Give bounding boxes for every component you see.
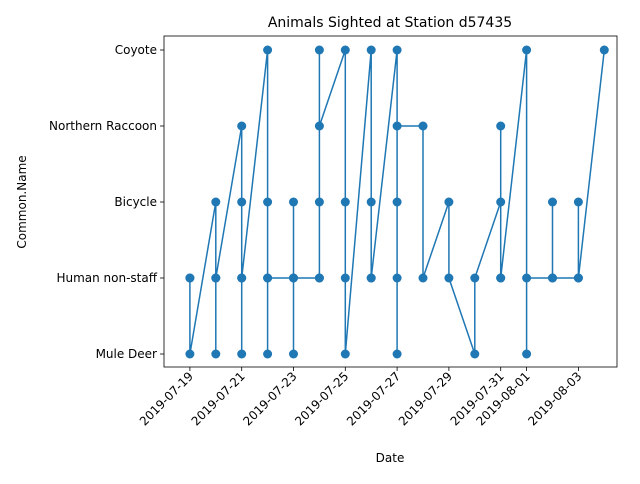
y-tick-label: Coyote — [115, 43, 157, 57]
data-point — [211, 197, 221, 207]
data-point — [289, 273, 298, 283]
data-point — [418, 273, 428, 283]
y-axis-label: Common.Name — [15, 155, 29, 248]
x-axis-label: Date — [376, 451, 405, 465]
data-point — [185, 349, 195, 359]
y-tick-label: Bicycle — [114, 195, 157, 209]
data-point — [392, 45, 402, 55]
data-point — [548, 197, 557, 207]
data-point — [470, 349, 480, 359]
data-point — [237, 121, 247, 131]
data-point — [522, 273, 532, 283]
data-point — [263, 273, 273, 283]
data-point — [340, 349, 350, 359]
data-point — [211, 349, 221, 359]
data-point — [314, 121, 324, 131]
axes-frame — [163, 35, 618, 368]
data-point — [392, 197, 402, 207]
data-point — [366, 197, 376, 207]
data-point — [548, 273, 557, 283]
data-point — [444, 273, 454, 283]
data-point — [392, 121, 402, 131]
data-point — [237, 273, 247, 283]
data-point — [392, 273, 402, 283]
data-point — [314, 273, 324, 283]
data-point — [289, 349, 298, 359]
series-line — [189, 49, 606, 355]
y-tick-label: Mule Deer — [96, 347, 157, 361]
data-point — [340, 197, 350, 207]
data-point — [496, 121, 506, 131]
data-point — [211, 273, 221, 283]
data-point — [237, 197, 247, 207]
chart-title: Animals Sighted at Station d57435 — [268, 15, 512, 31]
y-tick-label: Human non-staff — [56, 271, 157, 285]
data-point — [314, 45, 324, 55]
data-point — [444, 197, 454, 207]
data-point — [314, 197, 324, 207]
data-point — [263, 45, 273, 55]
data-point — [392, 349, 402, 359]
data-point — [522, 349, 532, 359]
data-point — [573, 273, 583, 283]
data-point — [418, 121, 428, 131]
y-tick-label: Northern Raccoon — [49, 119, 157, 133]
data-point — [366, 273, 376, 283]
data-point — [237, 349, 247, 359]
data-point — [340, 45, 350, 55]
data-point — [573, 197, 583, 207]
data-point — [340, 273, 350, 283]
data-point — [185, 273, 195, 283]
data-point — [366, 45, 376, 55]
data-point — [496, 273, 506, 283]
data-point — [599, 45, 609, 55]
data-point — [496, 197, 506, 207]
data-point — [470, 273, 480, 283]
data-point — [263, 349, 273, 359]
data-point — [263, 197, 273, 207]
data-point — [289, 197, 298, 207]
data-point — [522, 45, 532, 55]
